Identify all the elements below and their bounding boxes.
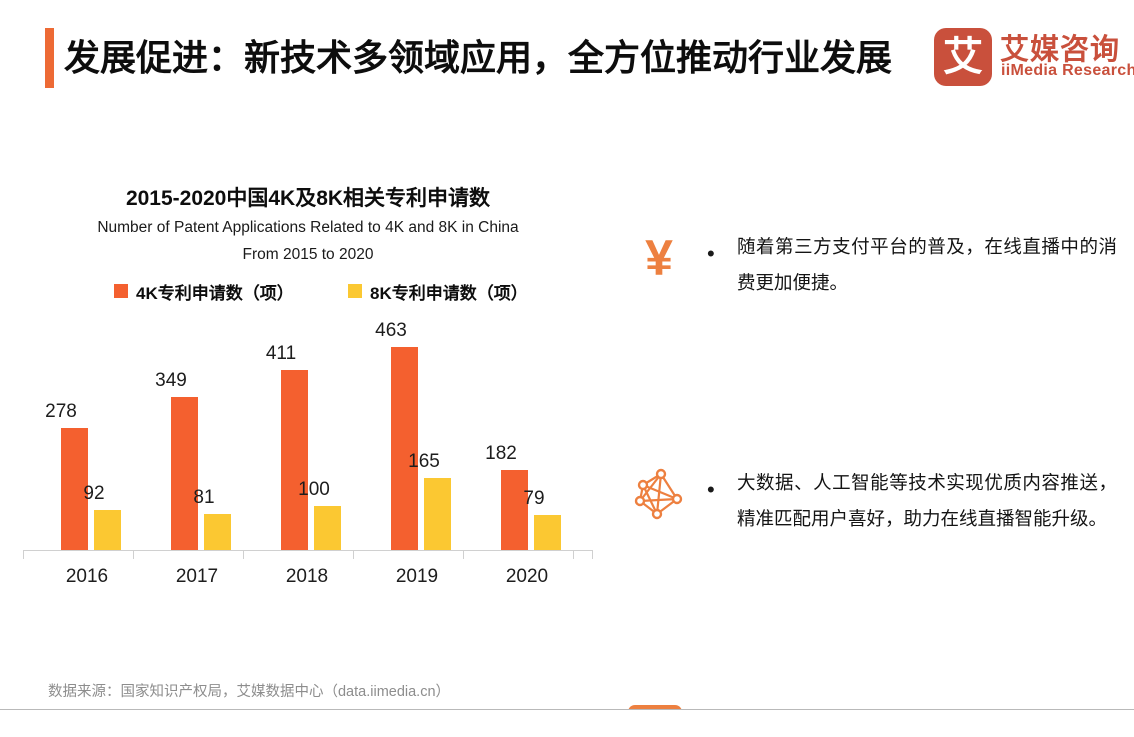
- bar-4k: [391, 347, 418, 550]
- chart-category-label: 2018: [285, 566, 329, 587]
- chart-axis-tick: [133, 550, 134, 559]
- bar-4k: [281, 370, 308, 550]
- logo-mark-glyph: 艾: [943, 35, 983, 79]
- bar-8k: [534, 515, 561, 550]
- network-graph-icon: [634, 468, 683, 520]
- legend-item-4k: 4K专利申请数（项）: [114, 278, 294, 304]
- bar-4k: [501, 470, 528, 550]
- bar-value-4k: 411: [265, 343, 297, 364]
- bar-value-4k: 182: [485, 443, 517, 464]
- legend-label-4k: 4K专利申请数（项）: [136, 283, 294, 303]
- chart-category-label: 2020: [505, 566, 549, 587]
- bar-value-8k: 79: [523, 488, 545, 509]
- patent-applications-chart: 2015-2020中国4K及8K相关专利申请数 Number of Patent…: [18, 182, 598, 602]
- bullet-marker: •: [707, 477, 715, 502]
- logo-mark-icon: 艾: [934, 28, 992, 86]
- bar-8k: [314, 506, 341, 550]
- bar-value-4k: 278: [45, 401, 77, 422]
- yen-icon: ¥: [645, 230, 673, 286]
- bar-value-8k: 100: [298, 479, 330, 500]
- bullet-marker: •: [707, 241, 715, 266]
- chart-bar-group: 182 79: [472, 324, 582, 550]
- logo-name-cn: 艾媒咨询: [1000, 34, 1121, 66]
- chart-axis-tick: [573, 550, 574, 559]
- chart-bar-group: 278 92: [32, 324, 142, 550]
- chart-category-label: 2019: [395, 566, 439, 587]
- yen-icon: ¥: [628, 227, 690, 289]
- bar-8k: [424, 478, 451, 550]
- network-graph-icon: [628, 463, 690, 525]
- chart-title: 2015-2020中国4K及8K相关专利申请数: [125, 187, 491, 210]
- iimedia-logo: 艾 艾媒咨询 iiMedia Research: [934, 26, 1134, 90]
- data-source-note: 数据来源：国家知识产权局，艾媒数据中心（data.iimedia.cn）: [48, 684, 451, 700]
- chart-bar-group: 349 81: [142, 324, 252, 550]
- legend-swatch-4k: [114, 284, 128, 298]
- header-accent-bar: [45, 28, 54, 88]
- bar-4k: [61, 428, 88, 550]
- chart-axis-tick: [353, 550, 354, 559]
- chart-legend: 4K专利申请数（项） 8K专利申请数（项）: [18, 278, 598, 306]
- chart-axis-tick: [463, 550, 464, 559]
- chart-category-label: 2016: [65, 566, 109, 587]
- bullet-text: 大数据、人工智能等技术实现优质内容推送，精准匹配用户喜好，助力在线直播智能升级。: [737, 472, 1117, 529]
- chart-bar-group: 463 165: [362, 320, 472, 550]
- chart-axis-tick: [23, 550, 24, 559]
- footer-divider: [0, 709, 1134, 710]
- bar-value-8k: 81: [193, 487, 215, 508]
- chart-axis-tick: [592, 550, 593, 559]
- legend-label-8k: 8K专利申请数（项）: [370, 283, 528, 303]
- insight-bullet-list: ¥ • 随着第三方支付平台的普及，在线直播中的消费更加便捷。 • 大数据、人工智能等技术…: [620, 225, 1120, 737]
- chart-category-label: 2017: [175, 566, 219, 587]
- bar-8k: [204, 514, 231, 550]
- bar-value-8k: 165: [408, 451, 440, 472]
- chart-plot-area: 278 92 2016 349 81 2017 411 100 2018 463 165 2019 18…: [18, 320, 598, 587]
- chart-bar-group: 411 100: [252, 324, 362, 550]
- bullet-text: 随着第三方支付平台的普及，在线直播中的消费更加便捷。: [737, 236, 1117, 293]
- bar-value-4k: 349: [155, 370, 187, 391]
- chart-subtitle-line2: From 2015 to 2020: [242, 246, 374, 263]
- bar-8k: [94, 510, 121, 550]
- logo-name-en: iiMedia Research: [1001, 62, 1134, 79]
- bar-value-4k: 463: [375, 320, 407, 341]
- slide-header: 发展促进：新技术多领域应用，全方位推动行业发展 艾 艾媒咨询 iiMedia R…: [0, 22, 1134, 94]
- chart-subtitle-line1: Number of Patent Applications Related to…: [97, 219, 519, 236]
- bar-4k: [171, 397, 198, 550]
- chart-axis-tick: [243, 550, 244, 559]
- page-title: 发展促进：新技术多领域应用，全方位推动行业发展: [64, 37, 893, 78]
- chart-x-axis: [23, 550, 593, 551]
- slide-footer: 艾媒报告中心: report.iimedia.cn ©2021 iiMedia …: [0, 710, 1134, 737]
- bar-value-8k: 92: [83, 483, 105, 504]
- legend-item-8k: 8K专利申请数（项）: [348, 278, 528, 304]
- legend-swatch-8k: [348, 284, 362, 298]
